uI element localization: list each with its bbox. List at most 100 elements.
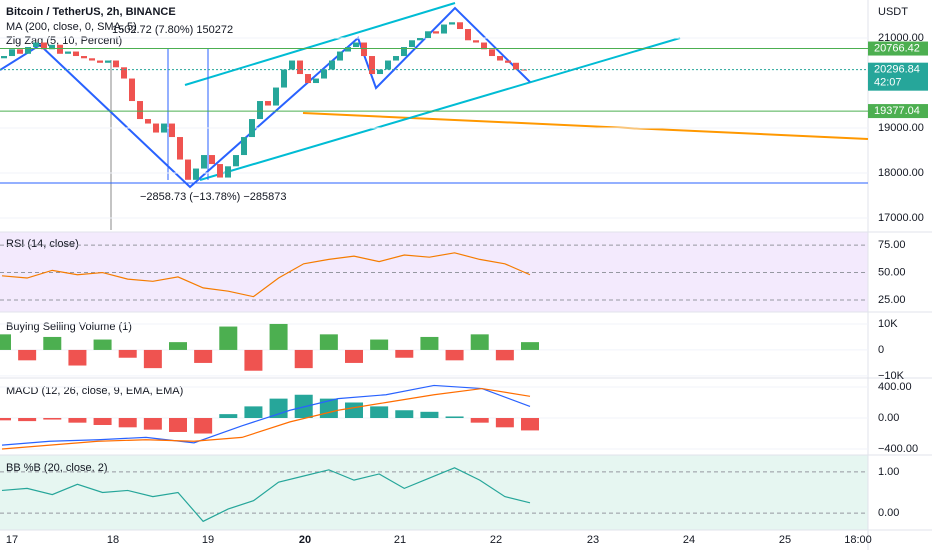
candle: [241, 137, 247, 156]
currency: USDT: [878, 6, 908, 18]
candle: [177, 137, 183, 160]
candle: [345, 47, 351, 52]
macd-bar: [169, 418, 187, 432]
candle: [369, 56, 375, 75]
candle: [449, 22, 455, 25]
candle: [57, 44, 63, 54]
price-tag-label: 20766.42: [874, 42, 920, 54]
candle: [497, 56, 503, 61]
candle: [265, 101, 271, 106]
macd-line: [1, 384, 531, 446]
candle: [425, 31, 431, 39]
macd-bar: [420, 411, 439, 419]
candle: [465, 29, 471, 41]
volume-bar: [370, 339, 389, 350]
candle: [225, 166, 231, 178]
candle: [385, 60, 391, 70]
candle: [209, 155, 215, 165]
macd-bar: [395, 410, 414, 419]
volume-bar: [68, 349, 87, 366]
y-tick-label: 0: [878, 344, 884, 356]
pane-title: MACD (12, 26, close, 9, EMA, EMA): [6, 385, 183, 397]
trend-line: [302, 112, 869, 140]
candle: [401, 47, 407, 57]
candle: [313, 78, 319, 84]
volume-bar: [345, 349, 363, 363]
macd-bar: [319, 398, 338, 419]
candle: [1, 56, 7, 59]
candle: [433, 31, 439, 34]
candle: [65, 51, 71, 54]
annotation: 1502.72 (7.80%) 150272: [112, 24, 233, 36]
pane-title: Buying Selling Volume (1): [6, 321, 132, 333]
candle: [305, 74, 311, 84]
annotation: −2858.73 (−13.78%) −285873: [140, 191, 287, 203]
volume-bar: [395, 349, 414, 358]
y-tick-label: 17000.00: [878, 212, 924, 224]
pane-title: BB %B (20, close, 2): [6, 462, 108, 474]
x-tick-label: 18:00: [844, 534, 872, 546]
macd-bar: [521, 418, 539, 431]
channel-bottom: [199, 37, 681, 181]
last-price-label: 20296.84: [874, 64, 920, 76]
candle: [393, 56, 399, 61]
y-tick-label: 18000.00: [878, 167, 924, 179]
x-tick-label: 18: [107, 534, 119, 546]
macd-bar: [18, 418, 37, 422]
signal-line: [1, 387, 531, 450]
y-tick-label: 0.00: [878, 507, 899, 519]
volume-bar: [420, 336, 439, 350]
candle: [409, 40, 415, 48]
y-tick-label: 19000.00: [878, 122, 924, 134]
macd-bar: [0, 418, 11, 421]
candle: [33, 42, 39, 48]
macd-bar: [244, 406, 263, 419]
macd-bar: [345, 402, 363, 419]
y-tick-label: 400.00: [878, 381, 912, 393]
indicator: MA (200, close, 0, SMA, 5): [6, 21, 137, 33]
candle: [105, 60, 111, 63]
candle: [73, 51, 79, 57]
last-price-tag: [868, 62, 928, 91]
y-tick-label: −10K: [878, 370, 905, 382]
x-tick-label: 24: [683, 534, 695, 546]
x-tick-label: 25: [779, 534, 791, 546]
y-tick-label: 0.00: [878, 412, 899, 424]
macd-bar: [93, 418, 112, 425]
price-tag: [868, 104, 928, 119]
candle: [473, 40, 479, 43]
volume-bar: [143, 349, 162, 369]
candle: [281, 69, 287, 88]
macd-bar: [495, 418, 514, 428]
candle: [257, 101, 263, 120]
volume-bar: [470, 334, 489, 350]
y-tick-label: 1.00: [878, 466, 899, 478]
volume-bar: [118, 349, 137, 358]
macd-bar: [118, 418, 137, 428]
volume-bar: [0, 334, 11, 350]
bb-line: [1, 467, 531, 523]
y-tick-label: 50.00: [878, 266, 906, 278]
candle: [49, 44, 55, 50]
candle: [457, 22, 463, 30]
y-tick-label: 75.00: [878, 239, 906, 251]
macd-bar: [143, 418, 162, 430]
y-tick-label: −400.00: [878, 443, 918, 455]
candle: [513, 62, 519, 70]
x-tick-label: 19: [202, 534, 214, 546]
channel-top: [184, 2, 456, 86]
pane-title: RSI (14, close): [6, 238, 79, 250]
volume-bar: [219, 326, 238, 350]
x-tick-label: 20: [299, 534, 311, 546]
volume-bar: [194, 349, 213, 363]
candle: [321, 69, 327, 79]
candle: [217, 164, 223, 178]
macd-bar: [269, 398, 288, 419]
macd-bar: [470, 418, 489, 423]
y-tick-label: 25.00: [878, 294, 906, 306]
price-tag: [868, 41, 928, 56]
candle: [337, 51, 343, 61]
macd-bar: [43, 418, 62, 420]
x-tick-label: 22: [490, 534, 502, 546]
